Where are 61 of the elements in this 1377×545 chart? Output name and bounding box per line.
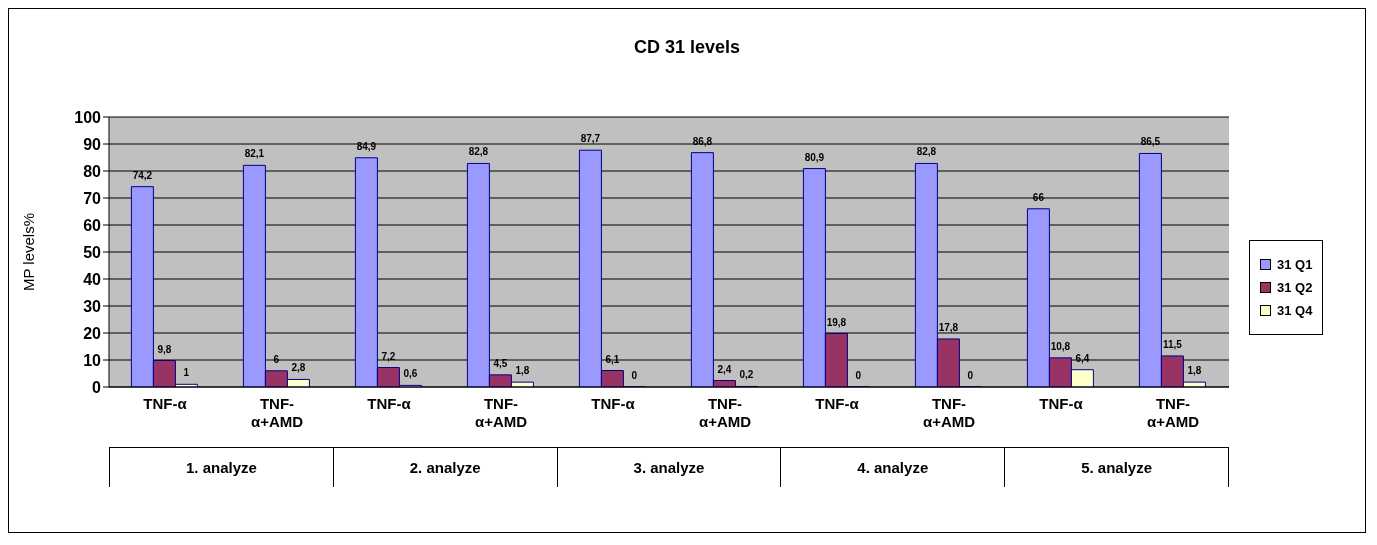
data-label: 82,8 (468, 146, 489, 158)
data-label: 82,8 (916, 146, 937, 158)
data-label: 6,1 (605, 353, 620, 365)
y-tick-label: 90 (83, 135, 102, 153)
legend-label: 31 Q4 (1276, 302, 1313, 318)
x-tick-label: TNF-α (591, 395, 636, 412)
data-label: 2,8 (291, 362, 306, 374)
data-label: 6 (273, 353, 280, 365)
text: 2. analyze (332, 447, 557, 487)
y-tick-label: 50 (83, 243, 102, 261)
legend-label: 31 Q2 (1276, 279, 1313, 295)
x-tick-label: TNF-α+AMD (922, 395, 976, 430)
x-tick-label: TNF-α (815, 395, 860, 412)
data-label: 87,7 (580, 133, 601, 145)
y-tick-label: 20 (83, 324, 102, 342)
data-label: 74,2 (132, 169, 153, 181)
y-tick-label: 70 (83, 189, 102, 207)
data-label: 6,4 (1075, 352, 1090, 364)
data-label: 0 (855, 369, 862, 381)
x-tick-label: TNF-α (1039, 395, 1084, 412)
y-tick-label: 80 (83, 162, 102, 180)
data-label: 84,9 (356, 140, 377, 152)
data-label: 0 (967, 369, 974, 381)
data-label: 1,8 (515, 365, 530, 377)
data-label: 86,5 (1140, 136, 1161, 148)
data-label: 10,8 (1050, 340, 1071, 352)
x-tick-label: TNF-α+AMD (698, 395, 752, 430)
data-label: 66 (1032, 191, 1045, 203)
data-label: 11,5 (1162, 338, 1183, 350)
y-tick-label: 0 (92, 378, 102, 396)
data-label: 0 (631, 369, 638, 381)
text: 5. analyze (1004, 447, 1229, 487)
x-tick-label: TNF-α+AMD (1146, 395, 1200, 430)
x-tick-label: TNF-α (143, 395, 188, 412)
data-label: 86,8 (692, 135, 713, 147)
data-label: 0,6 (403, 368, 418, 380)
text: 3. analyze (556, 447, 781, 487)
data-label: 1,8 (1187, 365, 1202, 377)
y-tick-label: 40 (83, 270, 102, 288)
data-label: 80,9 (804, 151, 825, 163)
x-tick-label: TNF-α (367, 395, 412, 412)
data-label: 1 (183, 367, 190, 379)
y-tick-label: 60 (83, 216, 102, 234)
data-label: 4,5 (493, 357, 508, 369)
chart-title: CD 31 levels (632, 36, 742, 59)
text: 1. analyze (109, 447, 333, 487)
data-label: 2,4 (717, 363, 732, 375)
data-label: 7,2 (381, 350, 396, 362)
x-tick-label: TNF-α+AMD (474, 395, 528, 430)
x-tick-label: TNF-α+AMD (250, 395, 304, 430)
text: 4. analyze (780, 447, 1005, 487)
data-label: 9,8 (157, 343, 172, 355)
y-axis-title: MP levels% (20, 212, 38, 292)
y-tick-label: 30 (83, 297, 102, 315)
data-label: 0,2 (739, 369, 754, 381)
data-label: 17,8 (938, 321, 959, 333)
y-tick-label: 100 (74, 108, 102, 126)
y-tick-label: 10 (83, 351, 102, 369)
data-label: 82,1 (244, 148, 265, 160)
legend-label: 31 Q1 (1276, 256, 1313, 272)
data-label: 19,8 (826, 316, 847, 328)
